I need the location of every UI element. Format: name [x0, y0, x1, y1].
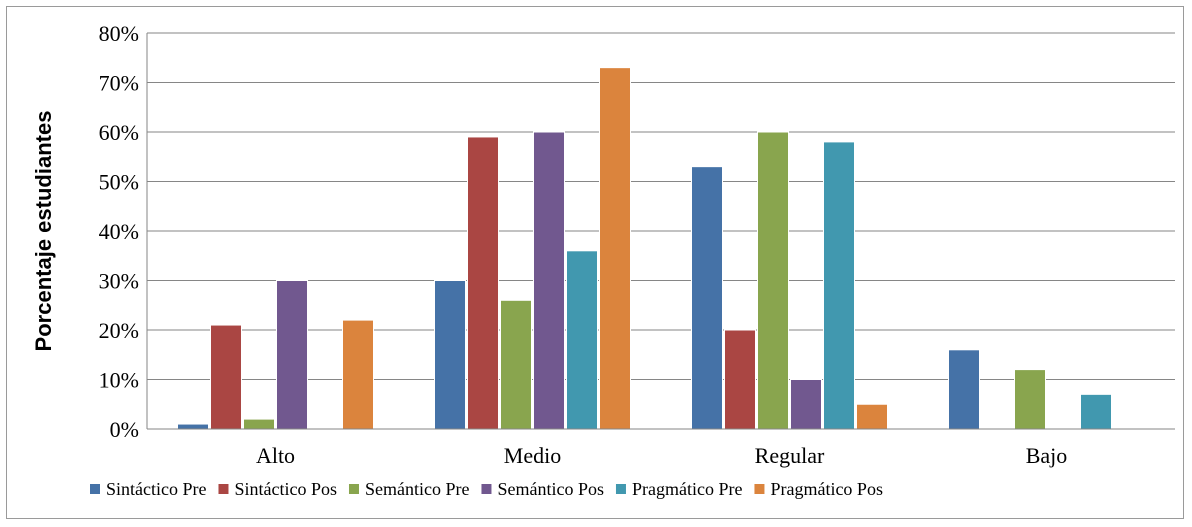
bar — [948, 349, 980, 430]
x-category-labels: Alto Medio Regular Bajo — [256, 443, 1067, 468]
legend-swatch — [754, 484, 765, 494]
legend-label: Pragmático Pre — [632, 479, 742, 499]
y-tick-label: 80% — [99, 21, 139, 46]
bar — [1080, 393, 1112, 430]
bar — [1014, 369, 1046, 430]
legend-swatch — [615, 484, 626, 494]
legend-swatch — [218, 484, 229, 494]
bar — [177, 423, 209, 430]
x-category-label: Bajo — [1026, 443, 1068, 468]
legend-label: Pragmático Pos — [770, 479, 883, 499]
bar — [599, 67, 631, 430]
axes — [146, 33, 1175, 430]
x-category-label: Medio — [504, 443, 561, 468]
bars — [177, 67, 1112, 430]
y-tick-label: 30% — [99, 269, 139, 294]
legend: Sintáctico Pre Sintáctico Pos Semántico Pr… — [90, 479, 883, 499]
y-tick-label: 10% — [99, 368, 139, 393]
y-tick-label: 40% — [99, 219, 139, 244]
x-category-label: Alto — [256, 443, 295, 468]
legend-swatch — [348, 484, 359, 494]
y-tick-labels: 0% 10% 20% 30% 40% 50% 60% 70% 80% — [99, 21, 139, 442]
bar — [243, 418, 275, 430]
bar — [533, 131, 565, 430]
y-tick-label: 20% — [99, 318, 139, 343]
bar — [500, 299, 532, 430]
legend-item: Sintáctico Pos — [218, 479, 337, 499]
bar — [210, 324, 242, 430]
legend-label: Semántico Pre — [365, 479, 469, 499]
bar — [724, 329, 756, 430]
bar — [342, 319, 374, 430]
chart-frame: 0% 10% 20% 30% 40% 50% 60% 70% 80% Alto Medio Regu… — [6, 6, 1184, 519]
legend-label: Sintáctico Pos — [234, 479, 337, 499]
y-tick-label: 60% — [99, 120, 139, 145]
legend-item: Sintáctico Pre — [90, 479, 206, 499]
y-tick-label: 50% — [99, 170, 139, 195]
legend-item: Pragmático Pos — [754, 479, 883, 499]
bar-chart: 0% 10% 20% 30% 40% 50% 60% 70% 80% Alto Medio Regu… — [31, 21, 1175, 499]
bar — [691, 166, 723, 430]
y-axis-title: Porcentaje estudiantes — [31, 111, 56, 352]
bar — [823, 141, 855, 430]
gridlines — [147, 32, 1175, 430]
bar — [276, 280, 308, 430]
x-category-label: Regular — [755, 443, 825, 468]
bar — [434, 280, 466, 430]
legend-item: Semántico Pos — [481, 479, 604, 499]
y-tick-label: 0% — [110, 417, 139, 442]
bar — [856, 403, 888, 430]
y-tick-label: 70% — [99, 71, 139, 96]
legend-label: Sintáctico Pre — [106, 479, 206, 499]
bar — [566, 250, 598, 430]
legend-item: Semántico Pre — [348, 479, 469, 499]
legend-swatch — [481, 484, 492, 494]
legend-label: Semántico Pos — [497, 479, 604, 499]
legend-swatch — [90, 484, 100, 494]
bar — [467, 136, 499, 430]
bar — [757, 131, 789, 430]
legend-item: Pragmático Pre — [615, 479, 742, 499]
bar — [790, 379, 822, 430]
